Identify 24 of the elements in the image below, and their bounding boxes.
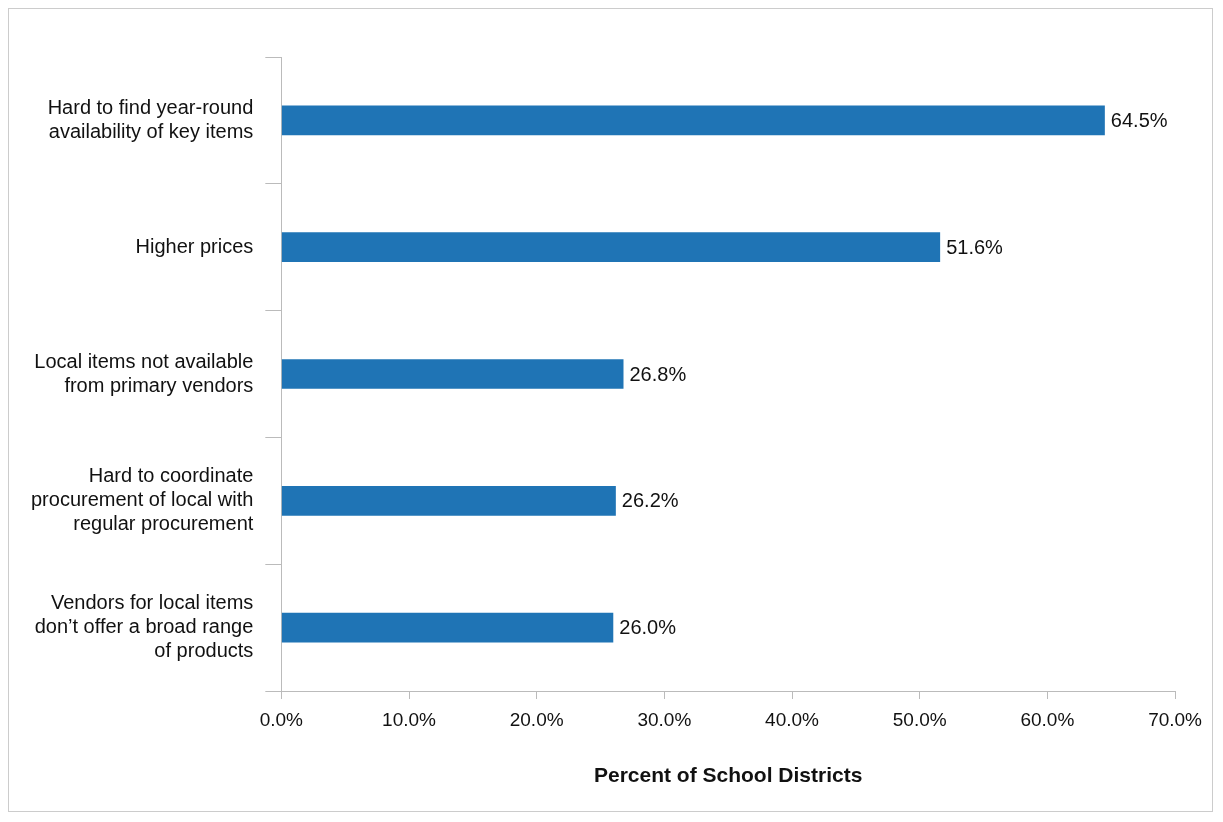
y-tick-label: Higher prices bbox=[135, 234, 254, 257]
x-tick-label: 30.0% bbox=[637, 708, 692, 730]
y-tick-label: Local items not available from primary vendors bbox=[34, 349, 254, 396]
bar bbox=[281, 485, 616, 516]
bar bbox=[281, 232, 941, 263]
bar bbox=[281, 359, 624, 389]
x-tick-label: 40.0% bbox=[765, 708, 820, 730]
x-tick-label: 10.0% bbox=[382, 708, 437, 730]
x-tick-label: 70.0% bbox=[1148, 708, 1203, 730]
data-label: 26.2% bbox=[621, 489, 679, 512]
data-label: 26.0% bbox=[619, 616, 677, 639]
x-tick-label: 60.0% bbox=[1020, 708, 1075, 730]
data-label: 51.6% bbox=[946, 235, 1004, 258]
y-tick-label: Vendors for local items don’t offer a broad range of products bbox=[34, 591, 254, 662]
data-label: 64.5% bbox=[1110, 108, 1168, 131]
x-tick-label: 20.0% bbox=[509, 708, 564, 730]
bar bbox=[281, 612, 614, 643]
y-tick-label: Hard to coordinate procurement of local with regular procurement bbox=[31, 464, 254, 535]
bar bbox=[281, 105, 1105, 136]
x-tick-label: 50.0% bbox=[892, 708, 947, 730]
data-label: 26.8% bbox=[629, 362, 687, 385]
y-tick-label: Hard to find year-round availability of key items bbox=[47, 95, 254, 142]
x-axis-title: Percent of School Districts bbox=[593, 763, 863, 787]
x-tick-label: 0.0% bbox=[259, 708, 304, 730]
